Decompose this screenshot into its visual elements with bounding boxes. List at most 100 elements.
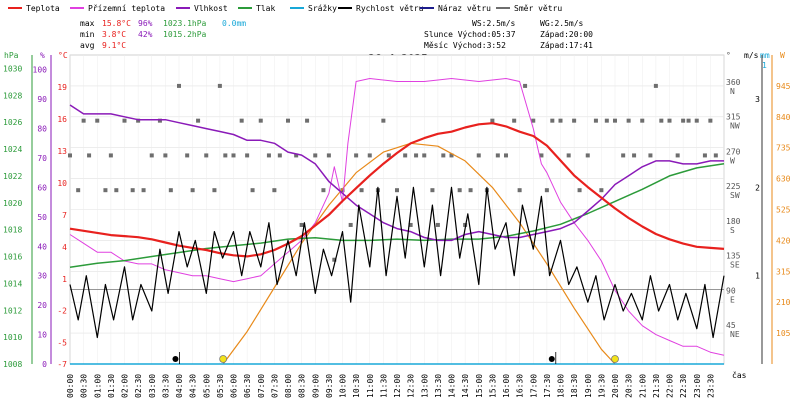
wind-direction-point	[87, 153, 92, 158]
wind-direction-point	[299, 222, 304, 227]
series-rychlost-vetru	[69, 186, 725, 339]
wind-direction-point	[435, 222, 440, 227]
x-tick-label: 20:30	[625, 374, 634, 398]
wind-direction-point	[621, 153, 626, 158]
axis-w-tick-label: 315	[776, 267, 791, 276]
wind-direction-point	[430, 188, 435, 193]
moon-marker	[548, 356, 555, 362]
wind-direction-point	[708, 118, 713, 123]
axis-degc-tick-label: 10	[57, 179, 67, 188]
wind-direction-point	[381, 118, 386, 123]
stat-min-label: min	[80, 30, 95, 39]
info-block: WS:2.5m/s WG:2.5m/s Slunce Východ:05:37 …	[424, 19, 593, 50]
axis-degc-tick-label: 16	[57, 115, 67, 124]
axes: hPa% °C1030102810261024102210201018101610…	[3, 51, 791, 398]
wind-direction-point	[550, 118, 555, 123]
wind-direction-point	[648, 153, 653, 158]
axis-dir-tick-label: 45	[726, 321, 736, 330]
wind-direction-point	[204, 153, 209, 158]
wind-direction-point	[367, 153, 372, 158]
wind-direction-point	[681, 118, 686, 123]
axis-pct-unit: %	[40, 51, 45, 60]
axis-dir-tick-label: 315	[726, 113, 741, 122]
legend: Teplota Přízemní teplota Vlhkost Tlak Srážky…	[8, 4, 562, 13]
legend-label-smer: Směr větru	[514, 4, 562, 13]
wind-direction-point	[702, 153, 707, 158]
axis-degc-tick-label: -5	[57, 339, 67, 348]
axis-degc-tick-label: 1	[62, 275, 67, 284]
wind-direction-point	[168, 188, 173, 193]
wind-direction-point	[422, 153, 427, 158]
axis-degc-tick-label: 4	[62, 243, 67, 252]
wind-direction-point	[386, 153, 391, 158]
x-tick-label: 02:00	[121, 374, 130, 398]
x-tick-label: 00:30	[80, 374, 89, 398]
wind-direction-point	[239, 118, 244, 123]
axis-pct-tick-label: 80	[37, 125, 47, 134]
wind-direction-point	[640, 118, 645, 123]
wind-direction-point	[286, 118, 290, 123]
stat-avg-temp: 9.1°C	[102, 41, 126, 50]
stats-block: max 15.8°C 96% 1023.1hPa 0.0mm min 3.8°C…	[80, 19, 246, 50]
x-tick-label: 16:30	[516, 374, 525, 398]
wind-direction-point	[659, 118, 664, 123]
wind-direction-point	[190, 188, 195, 193]
wind-direction-point	[539, 153, 544, 158]
stat-max-hum: 96%	[138, 19, 153, 28]
x-tick-label: 20:00	[611, 374, 620, 398]
x-tick-label: 08:00	[284, 374, 293, 398]
wind-direction-point	[348, 222, 353, 227]
axis-pct-tick-label: 50	[37, 213, 47, 222]
x-tick-label: 19:00	[584, 374, 593, 398]
axis-hpa-unit: hPa	[4, 51, 19, 60]
x-tick-label: 23:00	[693, 374, 702, 398]
info-sun: Slunce Východ:05:37	[424, 30, 516, 39]
wind-direction-point	[177, 83, 181, 88]
wind-direction-point	[332, 257, 337, 262]
axis-dir-unit: °	[726, 51, 731, 60]
x-tick-label: 08:30	[298, 374, 307, 398]
legend-label-rychlost: Rychlost větru	[356, 4, 424, 13]
info-sun-set: Západ:20:00	[540, 30, 593, 39]
plot-area	[68, 54, 725, 365]
wind-direction-point	[414, 153, 419, 158]
wind-direction-point	[313, 153, 318, 158]
wind-direction-point	[122, 118, 127, 123]
wind-direction-point	[258, 118, 263, 123]
x-tick-label: 03:00	[148, 374, 157, 398]
wind-direction-point	[103, 188, 108, 193]
axis-pct-tick-label: 40	[37, 242, 47, 251]
axis-dir-compass-label: E	[730, 295, 735, 304]
axis-dir-tick-label: 270	[726, 147, 741, 156]
x-tick-label: 17:30	[543, 374, 552, 398]
wind-direction-point	[130, 188, 135, 193]
wind-direction-point	[599, 188, 604, 193]
axis-mm-tick-label: 1	[762, 61, 767, 70]
wind-direction-point	[359, 188, 364, 193]
axis-dir-compass-label: W	[730, 156, 735, 165]
wind-direction-point	[68, 153, 72, 158]
wind-direction-point	[558, 118, 563, 123]
x-tick-label: 01:30	[107, 374, 116, 398]
axis-hpa-tick-label: 1030	[3, 64, 22, 73]
x-tick-label: 07:00	[257, 374, 266, 398]
wind-direction-point	[653, 83, 658, 88]
x-tick-label: 05:00	[202, 374, 211, 398]
x-tick-label: 13:00	[420, 374, 429, 398]
axis-w-tick-label: 630	[776, 175, 791, 184]
x-tick-label: 18:30	[570, 374, 579, 398]
axis-w-tick-label: 525	[776, 206, 791, 215]
wind-direction-point	[163, 153, 168, 158]
x-tick-label: 01:00	[93, 374, 102, 398]
wind-direction-point	[593, 118, 598, 123]
axis-pct-tick-label: 10	[37, 331, 47, 340]
wind-direction-point	[613, 118, 617, 123]
wind-direction-point	[512, 118, 517, 123]
series-tlak	[69, 163, 725, 269]
wind-direction-point	[157, 118, 162, 123]
axis-mm-unit: mm	[760, 51, 770, 60]
wind-direction-point	[713, 153, 718, 158]
x-tick-label: 14:30	[461, 374, 470, 398]
wind-direction-point	[272, 188, 277, 193]
